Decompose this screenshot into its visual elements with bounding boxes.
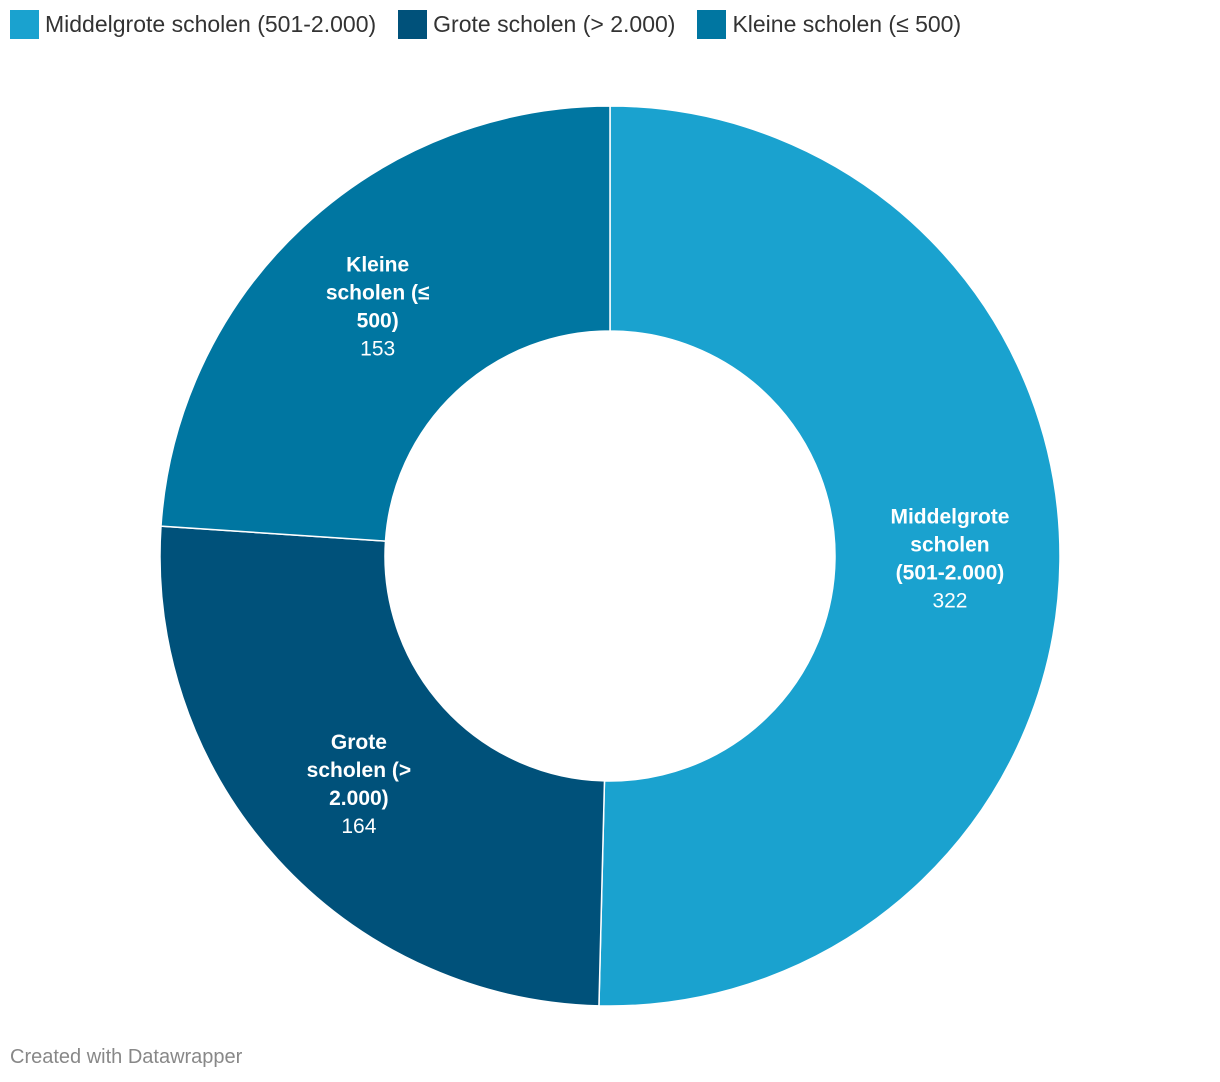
legend-item-kleine: Kleine scholen (≤ 500) — [697, 10, 961, 39]
legend-item-grote: Grote scholen (> 2.000) — [398, 10, 675, 39]
slice-middelgrote — [598, 105, 1061, 1007]
slice-kleine — [160, 105, 611, 542]
legend-label-middelgrote: Middelgrote scholen (501-2.000) — [45, 11, 377, 37]
legend-swatch-middelgrote — [10, 10, 39, 39]
slice-label-middelgrote-line-1: Middelgrote — [890, 506, 1009, 529]
slice-label-middelgrote: Middelgrote scholen (501-2.000) 322 — [890, 506, 1009, 613]
slice-label-grote-line-1: Grote — [331, 731, 387, 754]
datawrapper-credit: Created with Datawrapper — [10, 1046, 243, 1068]
slice-grote — [159, 525, 606, 1007]
legend-item-middelgrote: Middelgrote scholen (501-2.000) — [10, 10, 376, 39]
slice-label-grote-line-3: 2.000) — [329, 787, 389, 810]
slice-label-kleine-line-1: Kleine — [346, 253, 409, 276]
legend-swatch-kleine — [697, 10, 727, 39]
slice-label-kleine-line-2: scholen (≤ — [326, 281, 430, 304]
slice-label-middelgrote-line-2: scholen — [910, 534, 989, 557]
slice-label-kleine-line-3: 500) — [357, 309, 399, 332]
legend-label-kleine: Kleine scholen (≤ 500) — [732, 11, 962, 37]
donut-chart: Middelgrote scholen (501-2.000) 322 Grote sch… — [159, 105, 1061, 1007]
slice-label-middelgrote-line-3: (501-2.000) — [896, 562, 1005, 585]
slice-label-kleine: Kleine scholen (≤ 500) 153 — [326, 253, 430, 360]
slice-value-kleine: 153 — [360, 337, 395, 360]
legend-swatch-grote — [398, 10, 428, 39]
slice-value-middelgrote: 322 — [932, 590, 967, 613]
legend-label-grote: Grote scholen (> 2.000) — [433, 11, 676, 37]
legend: Middelgrote scholen (501-2.000) Grote sc… — [10, 10, 961, 39]
slice-value-grote: 164 — [341, 815, 376, 838]
slice-label-grote-line-2: scholen (> — [307, 759, 411, 782]
slice-label-grote: Grote scholen (> 2.000) 164 — [307, 731, 411, 838]
